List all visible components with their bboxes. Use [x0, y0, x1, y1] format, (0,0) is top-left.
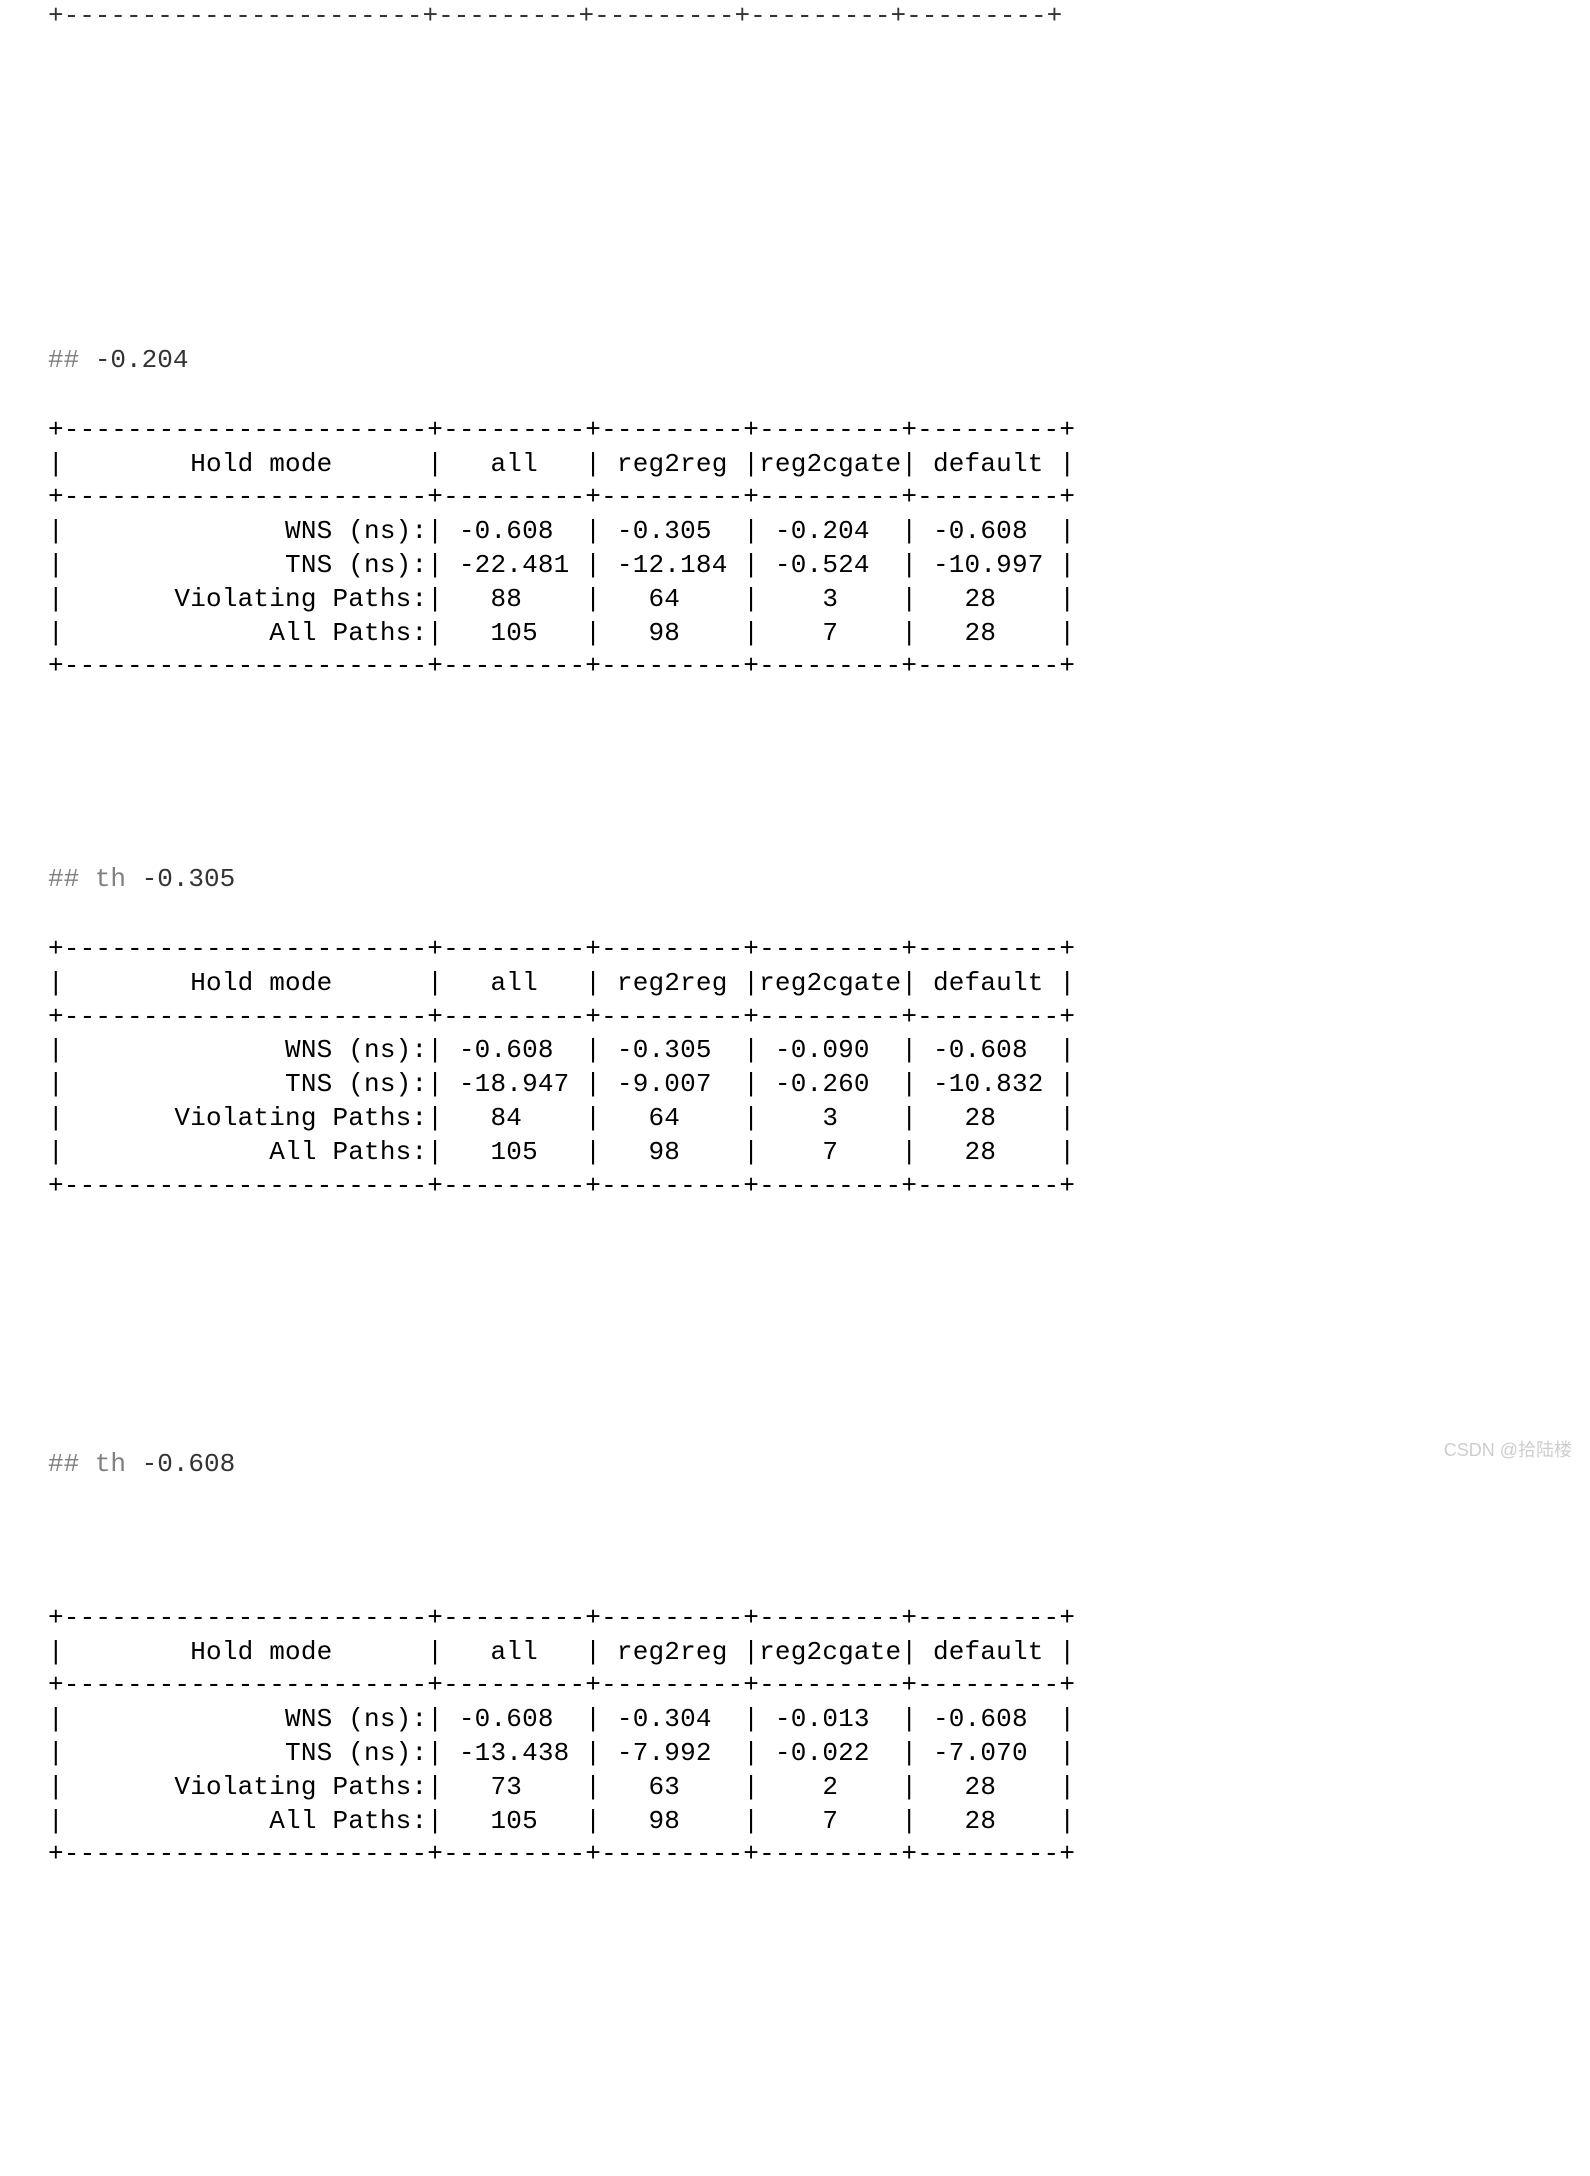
- section-heading-2: ## th -0.305: [48, 863, 1550, 897]
- hold-mode-table-1: +-----------------------+---------+-----…: [48, 414, 1550, 684]
- heading-value: -0.305: [142, 864, 236, 894]
- watermark: CSDN @拾陆楼: [1444, 1439, 1572, 1462]
- hold-mode-table-3: +-----------------------+---------+-----…: [48, 1602, 1550, 1872]
- section-heading-1: ## -0.204: [48, 344, 1550, 378]
- heading-value: -0.204: [95, 345, 189, 375]
- heading-hash: ##: [48, 1449, 95, 1479]
- heading-mid: th: [95, 864, 142, 894]
- section-heading-3: ## th -0.608: [48, 1448, 1550, 1482]
- heading-hash: ##: [48, 864, 95, 894]
- page-content: ## -0.204 +-----------------------+-----…: [0, 203, 1590, 1940]
- heading-hash: ##: [48, 345, 95, 375]
- heading-mid: th: [95, 1449, 142, 1479]
- partial-top-border: +-----------------------+---------+-----…: [48, 0, 1062, 34]
- hold-mode-table-2: +-----------------------+---------+-----…: [48, 933, 1550, 1203]
- heading-value: -0.608: [142, 1449, 236, 1479]
